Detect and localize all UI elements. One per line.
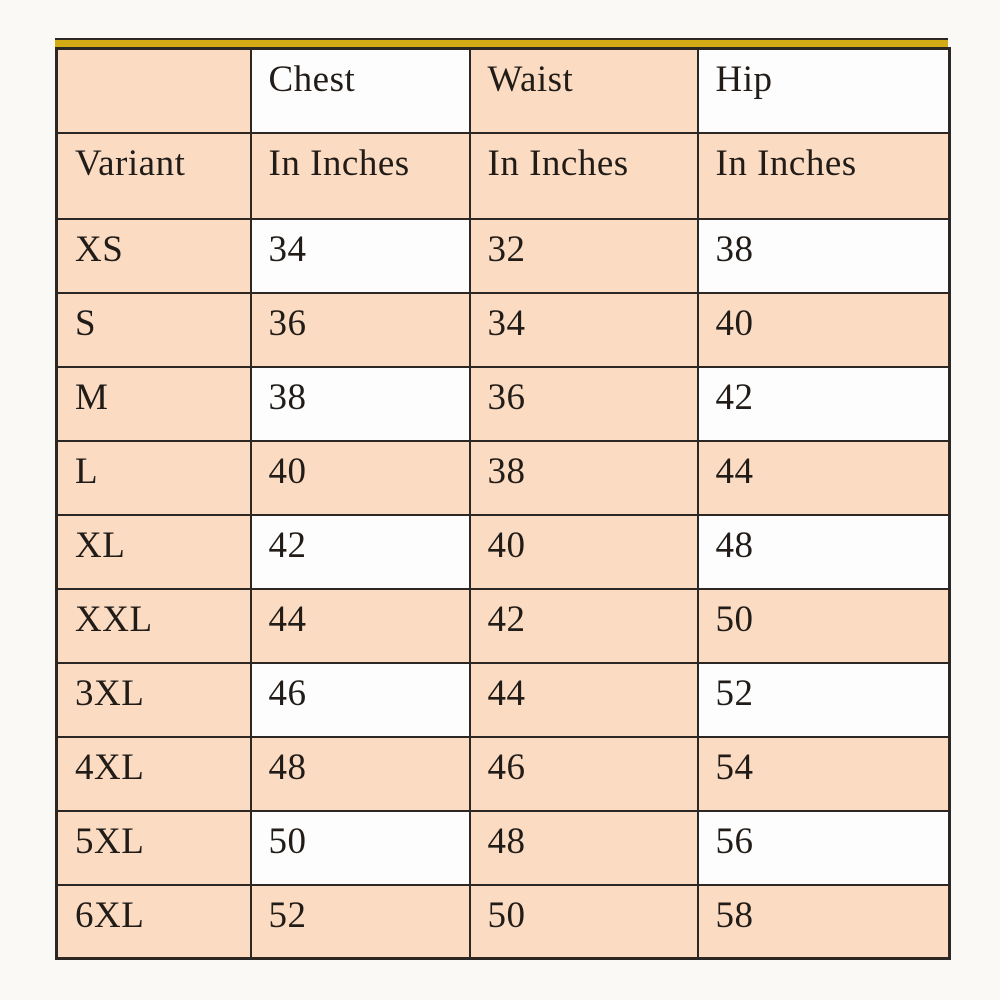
variant-cell: M — [55, 365, 252, 442]
waist-cell: 50 — [468, 883, 699, 960]
header-cell-hip: Hip — [696, 47, 951, 134]
table-row-4xl: 4XL 48 46 54 — [55, 735, 951, 812]
waist-cell: 34 — [468, 291, 699, 368]
hip-cell: 44 — [696, 439, 951, 516]
hip-cell: 38 — [696, 217, 951, 294]
variant-cell: L — [55, 439, 252, 516]
hip-cell: 42 — [696, 365, 951, 442]
size-chart-table: Chest Waist Hip Variant In Inches In Inc… — [55, 47, 951, 960]
hip-cell: 54 — [696, 735, 951, 812]
waist-cell: 46 — [468, 735, 699, 812]
variant-cell: XXL — [55, 587, 252, 664]
variant-cell: 4XL — [55, 735, 252, 812]
table-row-xxl: XXL 44 42 50 — [55, 587, 951, 664]
variant-cell: 3XL — [55, 661, 252, 738]
chest-cell: 46 — [249, 661, 471, 738]
header-row-units: Variant In Inches In Inches In Inches — [55, 131, 951, 220]
waist-cell: 32 — [468, 217, 699, 294]
hip-cell: 40 — [696, 291, 951, 368]
chest-cell: 42 — [249, 513, 471, 590]
table-row-3xl: 3XL 46 44 52 — [55, 661, 951, 738]
hip-cell: 58 — [696, 883, 951, 960]
table-row-m: M 38 36 42 — [55, 365, 951, 442]
table-top-accent-bar — [55, 38, 948, 47]
header-cell-waist: Waist — [468, 47, 699, 134]
size-chart-container: Chest Waist Hip Variant In Inches In Inc… — [55, 38, 951, 960]
hip-cell: 56 — [696, 809, 951, 886]
table-row-xs: XS 34 32 38 — [55, 217, 951, 294]
chest-cell: 50 — [249, 809, 471, 886]
hip-cell: 52 — [696, 661, 951, 738]
table-row-5xl: 5XL 50 48 56 — [55, 809, 951, 886]
table-row-6xl: 6XL 52 50 58 — [55, 883, 951, 960]
header-cell-hip-units: In Inches — [696, 131, 951, 220]
chest-cell: 38 — [249, 365, 471, 442]
waist-cell: 44 — [468, 661, 699, 738]
chest-cell: 48 — [249, 735, 471, 812]
hip-cell: 50 — [696, 587, 951, 664]
variant-cell: XS — [55, 217, 252, 294]
waist-cell: 42 — [468, 587, 699, 664]
chest-cell: 52 — [249, 883, 471, 960]
variant-cell: 5XL — [55, 809, 252, 886]
waist-cell: 48 — [468, 809, 699, 886]
chest-cell: 36 — [249, 291, 471, 368]
table-row-l: L 40 38 44 — [55, 439, 951, 516]
variant-cell: S — [55, 291, 252, 368]
variant-cell: 6XL — [55, 883, 252, 960]
table-row-s: S 36 34 40 — [55, 291, 951, 368]
hip-cell: 48 — [696, 513, 951, 590]
chest-cell: 34 — [249, 217, 471, 294]
waist-cell: 40 — [468, 513, 699, 590]
chest-cell: 40 — [249, 439, 471, 516]
waist-cell: 38 — [468, 439, 699, 516]
header-row-measurements: Chest Waist Hip — [55, 47, 951, 134]
header-cell-chest-units: In Inches — [249, 131, 471, 220]
variant-cell: XL — [55, 513, 252, 590]
header-cell-waist-units: In Inches — [468, 131, 699, 220]
waist-cell: 36 — [468, 365, 699, 442]
header-cell-chest: Chest — [249, 47, 471, 134]
header-cell-empty — [55, 47, 252, 134]
table-row-xl: XL 42 40 48 — [55, 513, 951, 590]
header-cell-variant: Variant — [55, 131, 252, 220]
chest-cell: 44 — [249, 587, 471, 664]
